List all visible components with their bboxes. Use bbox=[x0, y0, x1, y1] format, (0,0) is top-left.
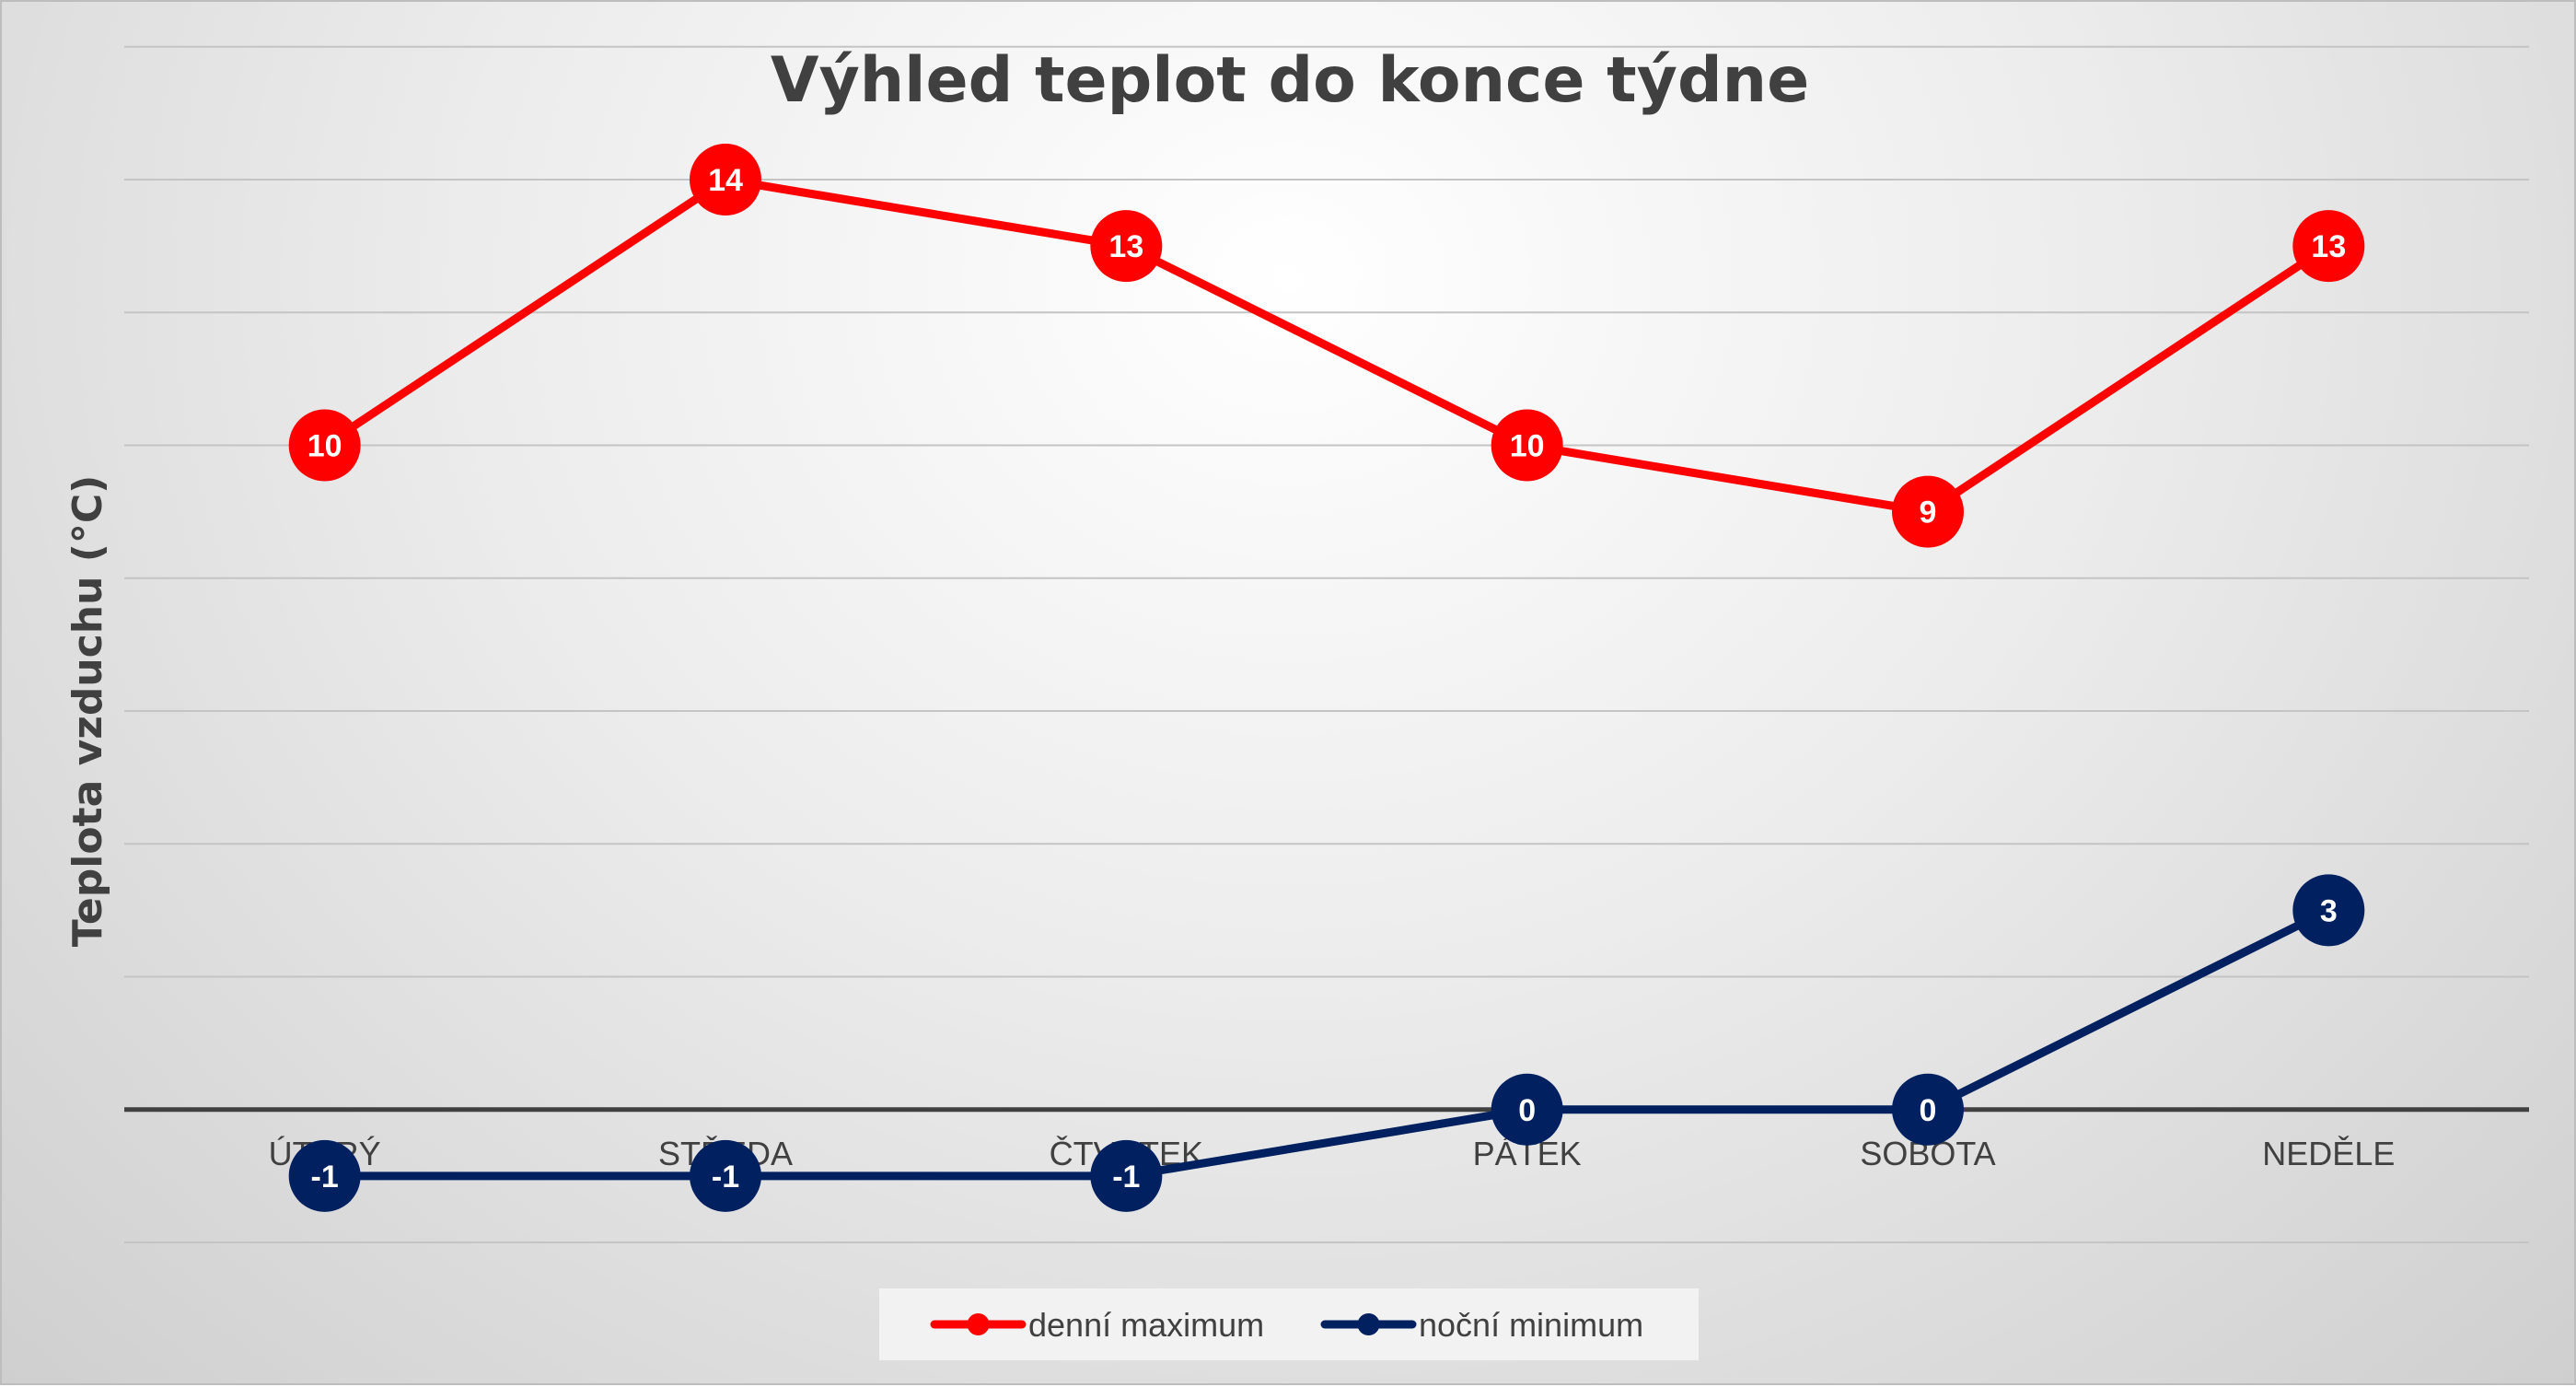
legend-label: denní maximum bbox=[1028, 1306, 1264, 1344]
data-point bbox=[1090, 1139, 1163, 1212]
series-line bbox=[320, 905, 2333, 1181]
data-point bbox=[288, 409, 361, 482]
data-point bbox=[1491, 409, 1563, 482]
data-point bbox=[2292, 874, 2365, 947]
data-label: -1 bbox=[712, 1160, 739, 1195]
data-point bbox=[288, 1139, 361, 1212]
data-point bbox=[1892, 1073, 1964, 1146]
series-1: 10 14 13 10 9 13 bbox=[288, 144, 2365, 548]
data-label: 10 bbox=[1510, 429, 1545, 464]
data-point bbox=[1892, 475, 1964, 548]
chart-title: Výhled teplot do konce týdne bbox=[771, 44, 1809, 117]
data-label: 13 bbox=[1108, 229, 1143, 264]
legend: denní maximum noční minimum bbox=[879, 1288, 1699, 1360]
data-label: 13 bbox=[2311, 229, 2346, 264]
x-tick-label: NEDĚLE bbox=[2262, 1135, 2395, 1172]
data-point bbox=[1491, 1073, 1563, 1146]
data-label: 10 bbox=[307, 429, 342, 464]
data-point bbox=[690, 144, 761, 216]
data-point bbox=[1090, 210, 1163, 283]
data-label: 0 bbox=[1518, 1093, 1536, 1128]
series-lines: 10 14 13 10 9 13 -1 -1 -1 0 0 3 bbox=[288, 144, 2365, 1212]
data-label: 14 bbox=[708, 163, 743, 198]
data-label: -1 bbox=[1112, 1160, 1140, 1195]
legend-label: noční minimum bbox=[1419, 1306, 1643, 1344]
data-label: 0 bbox=[1920, 1093, 1937, 1128]
data-label: -1 bbox=[311, 1160, 339, 1195]
legend-marker bbox=[1357, 1313, 1380, 1335]
legend-item-2: noční minimum bbox=[1320, 1306, 1643, 1344]
legend-marker bbox=[967, 1313, 990, 1335]
data-point bbox=[2292, 210, 2365, 283]
series-line bbox=[320, 175, 2333, 517]
gridlines bbox=[124, 45, 2529, 1243]
data-label: 3 bbox=[2320, 893, 2338, 928]
series-2: -1 -1 -1 0 0 3 bbox=[288, 874, 2365, 1212]
y-axis-label: Teplota vzduchu (°C) bbox=[64, 475, 111, 948]
data-label: 9 bbox=[1920, 495, 1937, 530]
data-point bbox=[690, 1139, 761, 1212]
legend-item-1: denní maximum bbox=[930, 1306, 1264, 1344]
